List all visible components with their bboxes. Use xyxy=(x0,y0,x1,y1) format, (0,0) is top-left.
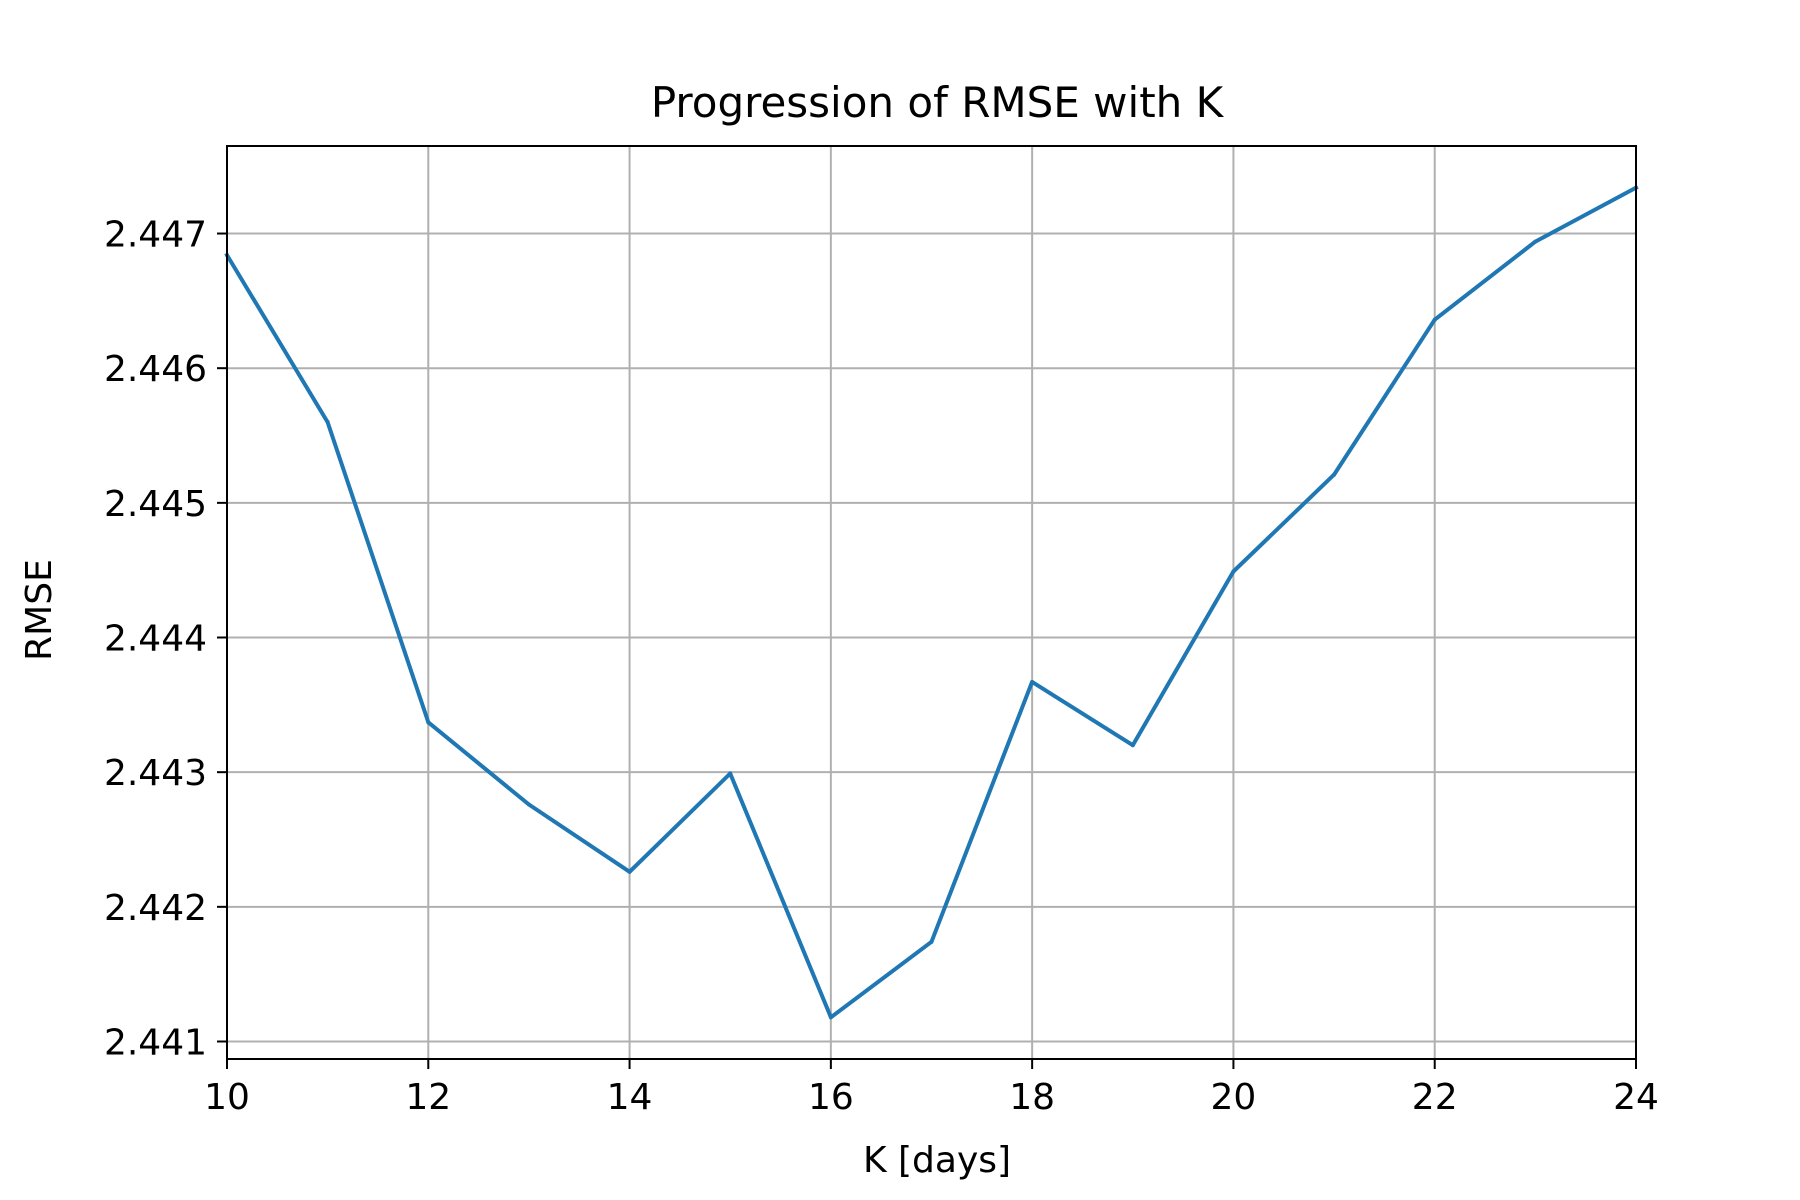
chart-title: Progression of RMSE with K xyxy=(651,78,1225,127)
x-tick-label: 22 xyxy=(1412,1077,1458,1118)
data-point xyxy=(1332,472,1337,477)
y-axis-label: RMSE xyxy=(19,559,60,661)
data-point xyxy=(526,802,531,807)
data-point xyxy=(1030,679,1035,684)
x-axis-label: K [days] xyxy=(863,1140,1011,1181)
x-tick-label: 20 xyxy=(1211,1077,1257,1118)
data-point xyxy=(1432,317,1437,322)
data-point xyxy=(627,869,632,874)
data-point xyxy=(828,1015,833,1020)
y-tick-label: 2.441 xyxy=(104,1022,207,1063)
data-point xyxy=(426,720,431,725)
x-tick-label: 24 xyxy=(1613,1077,1659,1118)
y-tick-label: 2.442 xyxy=(104,888,207,929)
x-tick-label: 12 xyxy=(405,1077,451,1118)
y-tick-label: 2.446 xyxy=(104,349,207,390)
x-tick-label: 18 xyxy=(1009,1077,1055,1118)
ticks: 10 12 14 16 18 20 22 24 2.441 2.442 2.443 2.444 2.44… xyxy=(104,215,1659,1118)
x-tick-label: 16 xyxy=(808,1077,854,1118)
data-point xyxy=(1231,569,1236,574)
y-tick-label: 2.443 xyxy=(104,753,207,794)
data-point xyxy=(1533,239,1538,244)
x-tick-label: 14 xyxy=(607,1077,653,1118)
data-point xyxy=(728,771,733,776)
y-tick-label: 2.444 xyxy=(104,619,207,660)
axes-frame xyxy=(226,145,1637,1060)
data-point xyxy=(929,939,934,944)
y-tick-label: 2.447 xyxy=(104,215,207,256)
data-point xyxy=(325,420,330,425)
x-tick-label: 10 xyxy=(204,1077,250,1118)
y-tick-label: 2.445 xyxy=(104,484,207,525)
data-point xyxy=(1130,743,1135,748)
